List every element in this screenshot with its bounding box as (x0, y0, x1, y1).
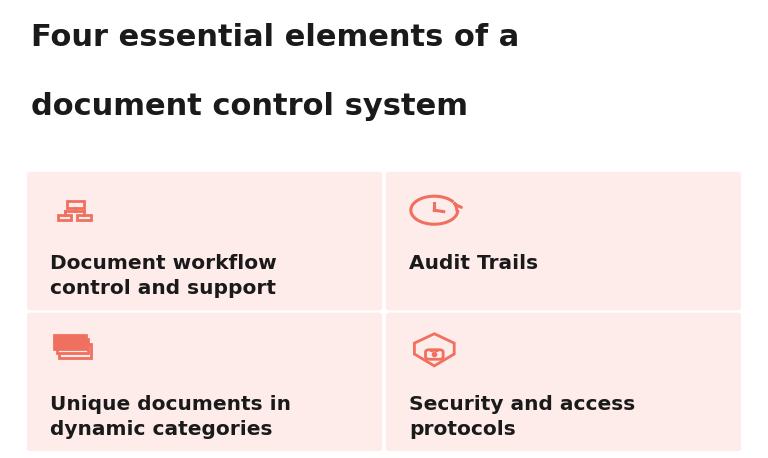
Text: Security and access
protocols: Security and access protocols (409, 395, 635, 439)
Text: pd: pd (710, 25, 736, 44)
Text: document control system: document control system (31, 92, 468, 120)
Text: Unique documents in
dynamic categories: Unique documents in dynamic categories (50, 395, 291, 439)
FancyBboxPatch shape (27, 172, 382, 311)
FancyBboxPatch shape (54, 335, 86, 349)
FancyBboxPatch shape (386, 313, 741, 451)
Text: Four essential elements of a: Four essential elements of a (31, 23, 519, 52)
Text: Document workflow
control and support: Document workflow control and support (50, 255, 276, 299)
FancyBboxPatch shape (59, 344, 91, 358)
FancyBboxPatch shape (57, 339, 88, 354)
Text: Audit Trails: Audit Trails (409, 255, 538, 273)
FancyBboxPatch shape (386, 172, 741, 311)
FancyBboxPatch shape (27, 313, 382, 451)
